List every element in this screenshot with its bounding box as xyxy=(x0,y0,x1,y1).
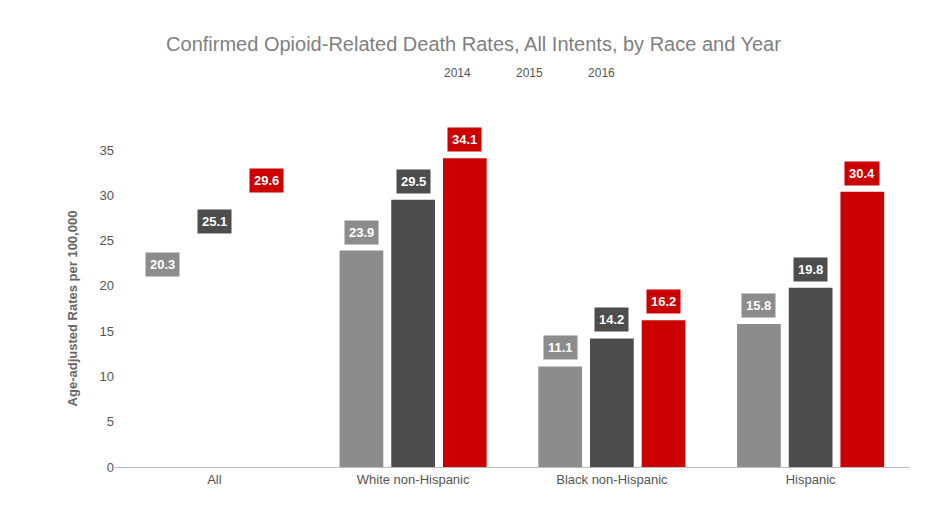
svg-text:19.8: 19.8 xyxy=(798,262,823,277)
svg-text:15: 15 xyxy=(100,324,114,339)
svg-text:29.5: 29.5 xyxy=(401,174,426,189)
svg-text:Age-adjusted Rates per 100,000: Age-adjusted Rates per 100,000 xyxy=(65,211,80,407)
svg-text:14.2: 14.2 xyxy=(599,312,624,327)
svg-text:25.1: 25.1 xyxy=(202,214,227,229)
svg-text:34.1: 34.1 xyxy=(452,132,477,147)
svg-text:0: 0 xyxy=(107,460,114,475)
svg-text:30: 30 xyxy=(100,188,114,203)
svg-text:20: 20 xyxy=(100,278,114,293)
svg-text:15.8: 15.8 xyxy=(746,298,771,313)
svg-text:Hispanic: Hispanic xyxy=(786,472,836,487)
svg-text:16.2: 16.2 xyxy=(651,294,676,309)
svg-text:White non-Hispanic: White non-Hispanic xyxy=(357,472,470,487)
svg-text:2015: 2015 xyxy=(516,66,543,80)
svg-text:30.4: 30.4 xyxy=(849,166,875,181)
svg-text:Black non-Hispanic: Black non-Hispanic xyxy=(556,472,668,487)
svg-text:35: 35 xyxy=(100,143,114,158)
svg-text:23.9: 23.9 xyxy=(349,225,374,240)
svg-text:10: 10 xyxy=(100,369,114,384)
svg-text:29.6: 29.6 xyxy=(254,173,279,188)
svg-text:Confirmed Opioid-Related Death: Confirmed Opioid-Related Death Rates, Al… xyxy=(166,33,781,55)
svg-text:11.1: 11.1 xyxy=(548,340,573,355)
svg-text:2016: 2016 xyxy=(588,66,615,80)
svg-text:2014: 2014 xyxy=(444,66,471,80)
svg-text:20.3: 20.3 xyxy=(150,257,175,272)
svg-text:5: 5 xyxy=(107,414,114,429)
svg-text:All: All xyxy=(207,472,222,487)
svg-text:25: 25 xyxy=(100,233,114,248)
